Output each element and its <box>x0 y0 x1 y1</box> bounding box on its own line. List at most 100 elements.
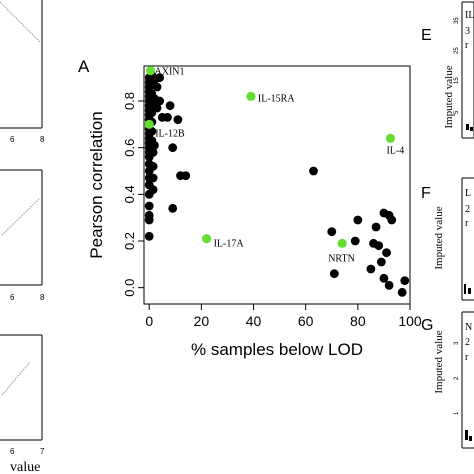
panel-e-tick-3: 15 <box>454 77 460 84</box>
data-point <box>144 201 154 211</box>
data-point <box>144 231 154 241</box>
y-axis: 0.0 0.2 0.4 0.6 0.8 <box>122 92 144 297</box>
point-label-nrtn: NRTN <box>328 253 355 264</box>
data-point <box>168 143 178 153</box>
data-point <box>353 215 363 225</box>
data-points <box>144 70 410 297</box>
x-tick-label: 0 <box>145 313 153 329</box>
left-tick-r2-b: 8 <box>40 293 45 302</box>
highlighted-points: AXIN1 IL-15RA IL-12B IL-4 IL-17A NRTN <box>144 66 404 264</box>
panel-g-tick-2: 2 <box>454 376 460 380</box>
x-tick-label: 60 <box>298 313 314 329</box>
data-point <box>379 273 389 283</box>
data-point <box>173 115 183 125</box>
highlight-point-il-15ra <box>246 91 256 101</box>
panel-g-tick-3: 1 <box>454 411 460 415</box>
data-point <box>350 236 360 246</box>
panel-e-tick-2: 25 <box>454 47 460 54</box>
panel-g-frag-1: N <box>465 322 472 333</box>
panel-e-frag-3: r <box>465 40 469 51</box>
panel-e-frag-2: 3 <box>465 26 470 37</box>
panel-f-ylabel: Imputed value <box>433 206 445 269</box>
panel-e-tick-4: 5 <box>454 110 460 114</box>
data-point <box>366 264 376 274</box>
data-point <box>152 82 162 92</box>
point-label-il-12b: IL-12B <box>155 128 185 139</box>
data-point <box>329 269 339 279</box>
highlight-point-il-4 <box>385 133 396 143</box>
panel-g-frag-3: r <box>465 352 469 363</box>
y-tick-label: 0.6 <box>122 139 137 157</box>
data-point <box>384 280 394 290</box>
highlight-point-nrtn <box>337 238 347 248</box>
left-tick-r2-a: 6 <box>10 293 15 302</box>
x-tick-label: 20 <box>194 313 210 329</box>
left-tick-r1-b: 8 <box>40 135 45 144</box>
data-point <box>165 101 175 111</box>
y-tick-label: 0.2 <box>122 232 137 250</box>
data-point <box>382 248 391 258</box>
x-axis-label: % samples below LOD <box>191 340 363 359</box>
y-axis-label: Pearson correlation <box>87 111 106 258</box>
data-point <box>327 227 337 237</box>
x-axis: 0 20 40 60 80 100 <box>145 304 422 329</box>
y-tick-label: 0.0 <box>122 279 137 297</box>
left-axis-label: value <box>10 460 40 474</box>
data-point <box>397 287 407 297</box>
x-tick-label: 80 <box>350 313 366 329</box>
x-tick-label: 40 <box>246 313 262 329</box>
data-point <box>150 140 159 150</box>
point-label-il-4: IL-4 <box>386 145 404 156</box>
point-label-il-15ra: IL-15RA <box>258 93 295 104</box>
data-point <box>147 126 157 136</box>
scatter-plot-a: 0.0 0.2 0.4 0.6 0.8 0 20 40 60 80 100 AXIN1 IL-15R… <box>87 65 422 359</box>
left-tick-r3-b: 7 <box>40 447 45 456</box>
data-point <box>309 166 318 176</box>
data-point <box>163 112 172 122</box>
data-point <box>144 215 154 225</box>
y-tick-label: 0.8 <box>122 92 137 110</box>
highlight-point-il-12b <box>144 119 154 129</box>
data-point <box>148 173 158 183</box>
plot-frame <box>143 65 411 305</box>
panel-f-frag-2: 2 <box>465 204 470 215</box>
point-label-axin1: AXIN1 <box>155 67 185 78</box>
data-point <box>155 73 165 83</box>
panel-f-frag-1: L <box>465 188 471 199</box>
panel-label-f: F <box>421 185 431 202</box>
panel-label-e: E <box>421 27 432 44</box>
panel-e-tick-1: 35 <box>454 17 460 24</box>
panel-g-ylabel: Imputed value <box>433 330 445 393</box>
data-point <box>168 203 178 213</box>
data-point <box>148 147 158 157</box>
data-point <box>374 241 384 251</box>
right-panel-g: G Imputed value 3 2 1 N 2 r <box>421 311 474 449</box>
highlight-point-il-17a <box>201 234 212 244</box>
right-panel-e: E Imputed value 35 25 15 5 IL 3 r <box>421 1 474 139</box>
panel-e-frag-1: IL <box>465 10 474 21</box>
highlight-point-axin1 <box>145 66 156 76</box>
panel-g-frag-2: 2 <box>465 337 470 348</box>
data-point <box>371 222 381 232</box>
data-point <box>387 215 397 225</box>
left-cropped-panels: 6 8 6 8 6 7 value <box>0 0 45 474</box>
point-label-il-17a: IL-17A <box>214 239 245 250</box>
left-tick-r1-a: 6 <box>10 135 15 144</box>
data-point <box>400 276 410 286</box>
data-point <box>181 171 191 181</box>
left-tick-r3-a: 6 <box>10 447 15 456</box>
data-point <box>152 103 162 113</box>
right-panel-f: F Imputed value L 2 r <box>421 177 474 301</box>
data-point <box>376 257 386 267</box>
panel-e-ylabel: Imputed value <box>443 65 455 128</box>
data-point <box>155 96 165 106</box>
y-tick-label: 0.4 <box>122 185 137 203</box>
panel-g-tick-1: 3 <box>454 341 460 345</box>
panel-label-g: G <box>421 317 433 334</box>
x-tick-label: 100 <box>398 313 422 329</box>
panel-f-frag-3: r <box>465 218 469 229</box>
data-point <box>148 161 158 171</box>
data-point <box>148 185 158 195</box>
panel-label-a: A <box>78 57 90 76</box>
